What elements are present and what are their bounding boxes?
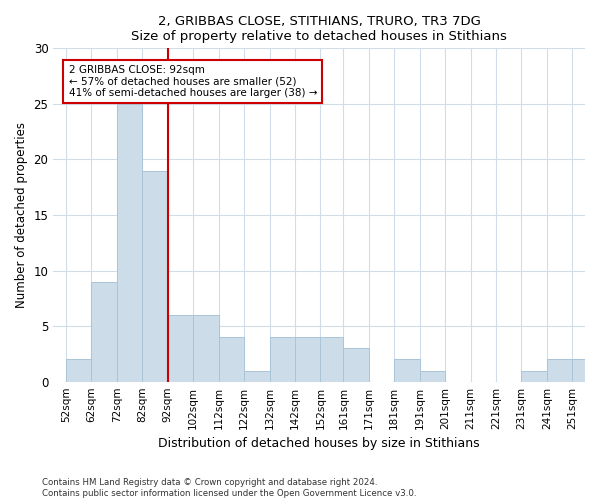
Bar [269,337,295,382]
Bar [244,370,269,382]
Bar [295,337,320,382]
Bar [419,370,445,382]
Bar [218,337,244,382]
Bar [117,104,142,382]
Bar [394,360,419,382]
Bar [142,170,168,382]
X-axis label: Distribution of detached houses by size in Stithians: Distribution of detached houses by size … [158,437,480,450]
Bar [91,282,117,382]
Bar [66,360,91,382]
Bar [320,337,343,382]
Bar [572,360,598,382]
Text: 2 GRIBBAS CLOSE: 92sqm
← 57% of detached houses are smaller (52)
41% of semi-det: 2 GRIBBAS CLOSE: 92sqm ← 57% of detached… [68,65,317,98]
Y-axis label: Number of detached properties: Number of detached properties [15,122,28,308]
Bar [547,360,572,382]
Title: 2, GRIBBAS CLOSE, STITHIANS, TRURO, TR3 7DG
Size of property relative to detache: 2, GRIBBAS CLOSE, STITHIANS, TRURO, TR3 … [131,15,507,43]
Bar [168,315,193,382]
Bar [521,370,547,382]
Bar [193,315,218,382]
Text: Contains HM Land Registry data © Crown copyright and database right 2024.
Contai: Contains HM Land Registry data © Crown c… [42,478,416,498]
Bar [343,348,369,382]
